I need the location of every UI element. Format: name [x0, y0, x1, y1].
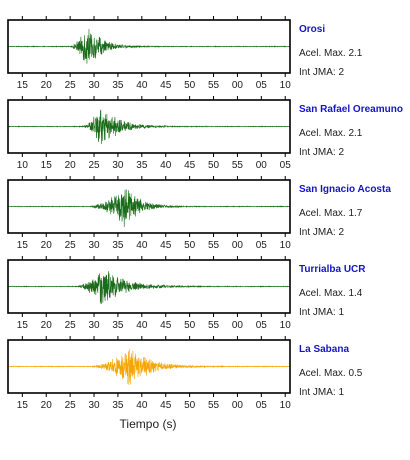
tick-label: 40	[136, 80, 148, 91]
x-axis-label: Tiempo (s)	[120, 417, 177, 431]
tick-label: 10	[280, 240, 292, 251]
tick-label: 45	[160, 240, 172, 251]
tick-label: 45	[184, 160, 196, 171]
tick-label: 40	[160, 160, 172, 171]
tick-label: 45	[160, 400, 172, 411]
tick-label: 20	[65, 160, 77, 171]
panel-frame	[7, 339, 291, 394]
pga-label: Acel. Max. 2.1	[299, 128, 363, 139]
panel-3: 15 20 25 30 35 40 45 50 55 00 05 10 San Ignacio Acos…	[7, 176, 391, 251]
trace-5	[7, 349, 291, 385]
station-name: Orosi	[299, 24, 325, 35]
tick-label: 20	[41, 240, 53, 251]
tick-label: 05	[256, 400, 268, 411]
tick-label: 00	[232, 80, 244, 91]
panels: 15 20 25 30 35 40 45 50 55 00 05 10 Orosi Acel. Max. …	[7, 16, 403, 411]
tick-label: 30	[112, 160, 124, 171]
jma-intensity-label: Int JMA: 1	[299, 387, 344, 398]
panel-frame	[7, 19, 291, 74]
tick-label: 25	[65, 320, 77, 331]
tick-label: 25	[88, 160, 100, 171]
station-name: Turrialba UCR	[299, 264, 366, 275]
tick-label: 05	[256, 80, 268, 91]
tick-label: 10	[17, 160, 29, 171]
tick-label: 55	[208, 80, 220, 91]
tick-label: 15	[17, 400, 29, 411]
tick-label: 20	[41, 80, 53, 91]
jma-intensity-label: Int JMA: 2	[299, 227, 344, 238]
station-name: La Sabana	[299, 344, 349, 355]
tick-label: 50	[208, 160, 220, 171]
tick-label: 15	[17, 80, 29, 91]
tick-label: 40	[136, 240, 148, 251]
tick-label: 55	[208, 240, 220, 251]
panel-1: 15 20 25 30 35 40 45 50 55 00 05 10 Orosi Acel. Max. …	[7, 16, 363, 91]
tick-label: 45	[160, 80, 172, 91]
pga-label: Acel. Max. 2.1	[299, 48, 363, 59]
tick-label: 00	[256, 160, 268, 171]
tick-label: 40	[136, 320, 148, 331]
pga-label: Acel. Max. 0.5	[299, 368, 363, 379]
tick-label: 00	[232, 400, 244, 411]
tick-label: 00	[232, 320, 244, 331]
pga-label: Acel. Max. 1.4	[299, 288, 363, 299]
panel-5: 15 20 25 30 35 40 45 50 55 00 05 10 La Sabana Acel. M…	[7, 336, 363, 411]
jma-intensity-label: Int JMA: 2	[299, 147, 344, 158]
tick-label: 05	[256, 240, 268, 251]
tick-label: 50	[184, 400, 196, 411]
tick-label: 30	[88, 400, 100, 411]
tick-label: 35	[136, 160, 148, 171]
trace-2	[7, 109, 291, 145]
tick-label: 20	[41, 400, 53, 411]
tick-label: 05	[280, 160, 292, 171]
tick-label: 30	[88, 320, 100, 331]
pga-label: Acel. Max. 1.7	[299, 208, 363, 219]
tick-label: 35	[112, 80, 124, 91]
tick-label: 25	[65, 400, 77, 411]
jma-intensity-label: Int JMA: 1	[299, 307, 344, 318]
tick-label: 30	[88, 240, 100, 251]
tick-label: 35	[112, 320, 124, 331]
jma-intensity-label: Int JMA: 2	[299, 67, 344, 78]
panel-frame	[7, 99, 291, 154]
tick-label: 25	[65, 80, 77, 91]
tick-label: 40	[136, 400, 148, 411]
tick-label: 55	[208, 400, 220, 411]
tick-label: 05	[256, 320, 268, 331]
tick-label: 55	[232, 160, 244, 171]
tick-label: 30	[88, 80, 100, 91]
tick-label: 25	[65, 240, 77, 251]
tick-label: 10	[280, 80, 292, 91]
tick-label: 20	[41, 320, 53, 331]
tick-label: 55	[208, 320, 220, 331]
tick-label: 50	[184, 80, 196, 91]
tick-label: 50	[184, 320, 196, 331]
tick-label: 15	[41, 160, 53, 171]
tick-label: 10	[280, 320, 292, 331]
trace-1	[7, 28, 291, 64]
tick-label: 35	[112, 400, 124, 411]
trace-3	[7, 189, 291, 227]
panel-frame	[7, 259, 291, 314]
tick-label: 50	[184, 240, 196, 251]
tick-label: 00	[232, 240, 244, 251]
station-name: San Ignacio Acosta	[299, 184, 391, 195]
tick-label: 35	[112, 240, 124, 251]
tick-label: 45	[160, 320, 172, 331]
panel-4: 15 20 25 30 35 40 45 50 55 00 05 10 Turrialba UCR Ace…	[7, 256, 366, 331]
tick-label: 10	[280, 400, 292, 411]
tick-label: 15	[17, 240, 29, 251]
station-name: San Rafael Oreamuno	[299, 104, 403, 115]
panel-2: 10 15 20 25 30 35 40 45 50 55 00 05 San Rafael Oream…	[7, 96, 403, 171]
tick-label: 15	[17, 320, 29, 331]
trace-4	[7, 271, 291, 304]
panel-frame	[7, 179, 291, 234]
